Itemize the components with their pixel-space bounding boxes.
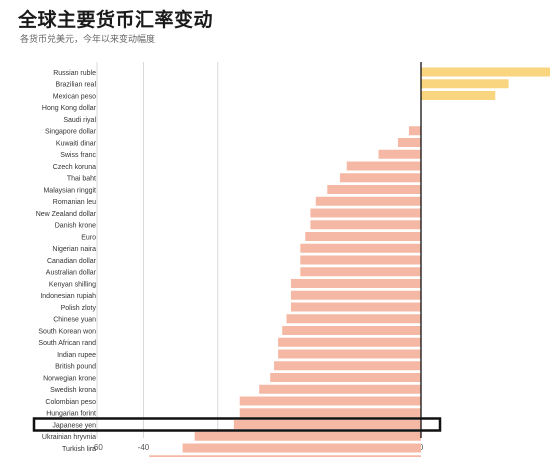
bar	[300, 255, 421, 265]
bar	[421, 79, 509, 89]
category-label: Indian rupee	[57, 352, 96, 359]
category-label: Thai baht	[67, 176, 96, 183]
category-label: Polish zloty	[61, 305, 97, 312]
x-tick-label: -60	[91, 443, 103, 452]
category-label: Chinese yuan	[53, 317, 96, 324]
category-label: Singapore dollar	[45, 129, 97, 136]
bar	[310, 208, 421, 218]
category-label: New Zealand dollar	[36, 211, 97, 218]
bar	[149, 455, 421, 457]
bar	[290, 290, 421, 300]
bar	[194, 431, 421, 441]
bar	[290, 279, 421, 288]
bar	[259, 384, 421, 394]
bar	[327, 185, 421, 194]
bar	[315, 196, 421, 206]
category-label: Kenyan shilling	[49, 281, 96, 288]
category-label: Canadian dollar	[47, 258, 97, 265]
bar	[278, 349, 421, 359]
category-label: Swedish krona	[50, 387, 96, 394]
bar	[274, 361, 421, 371]
bar	[408, 126, 421, 136]
category-label: Romanian leu	[53, 199, 96, 206]
category-label: Malaysian ringgit	[43, 187, 96, 194]
bar	[346, 161, 421, 171]
category-label: Brazilian real	[56, 82, 97, 89]
bar	[305, 232, 421, 241]
chart-subtitle: 各货币兑美元，今年以来变动幅度	[20, 35, 156, 45]
bar	[397, 138, 421, 147]
category-label: Colombian peso	[45, 399, 96, 406]
chart-title: 全球主要货币汇率变动	[18, 9, 214, 31]
bar	[286, 314, 421, 324]
category-label: Hong Kong dollar	[42, 105, 97, 112]
category-label: Swiss franc	[60, 152, 96, 159]
bar	[282, 326, 421, 335]
category-label: Russian ruble	[53, 70, 96, 77]
bar	[233, 420, 421, 429]
category-label: Nigerian naira	[52, 246, 96, 253]
category-label: Euro	[81, 234, 96, 241]
bar	[239, 396, 421, 406]
highlight-box	[32, 417, 442, 432]
bar	[300, 267, 421, 277]
category-label: South African rand	[38, 340, 96, 347]
x-tick-label: -40	[138, 443, 150, 452]
category-label: Czech koruna	[53, 164, 96, 171]
bar	[378, 149, 421, 159]
category-label: South Korean won	[38, 328, 96, 335]
bar	[182, 443, 421, 453]
category-label: Ukrainian hryvnia	[42, 434, 96, 441]
category-label: Mexican peso	[53, 93, 96, 100]
bar	[300, 243, 421, 253]
category-label: Turkish lira	[62, 446, 96, 453]
category-label: British pound	[55, 364, 96, 371]
bar	[270, 373, 421, 382]
bar	[239, 408, 421, 418]
bar	[290, 302, 421, 312]
x-tick-label: 0	[419, 443, 424, 452]
category-label: Japanese yen	[52, 422, 96, 429]
bar	[310, 220, 421, 230]
category-label: Saudi riyal	[63, 117, 96, 124]
bar	[278, 337, 421, 347]
category-label: Danish krone	[55, 223, 96, 230]
category-label: Indonesian rupiah	[40, 293, 96, 300]
category-label: Hungarian forint	[46, 411, 96, 418]
bar	[421, 67, 550, 77]
category-label: Norwegian krone	[43, 375, 96, 382]
category-label: Kuwaiti dinar	[56, 140, 97, 147]
bar	[339, 173, 421, 183]
category-label: Australian dollar	[46, 270, 97, 277]
bar	[421, 91, 496, 100]
